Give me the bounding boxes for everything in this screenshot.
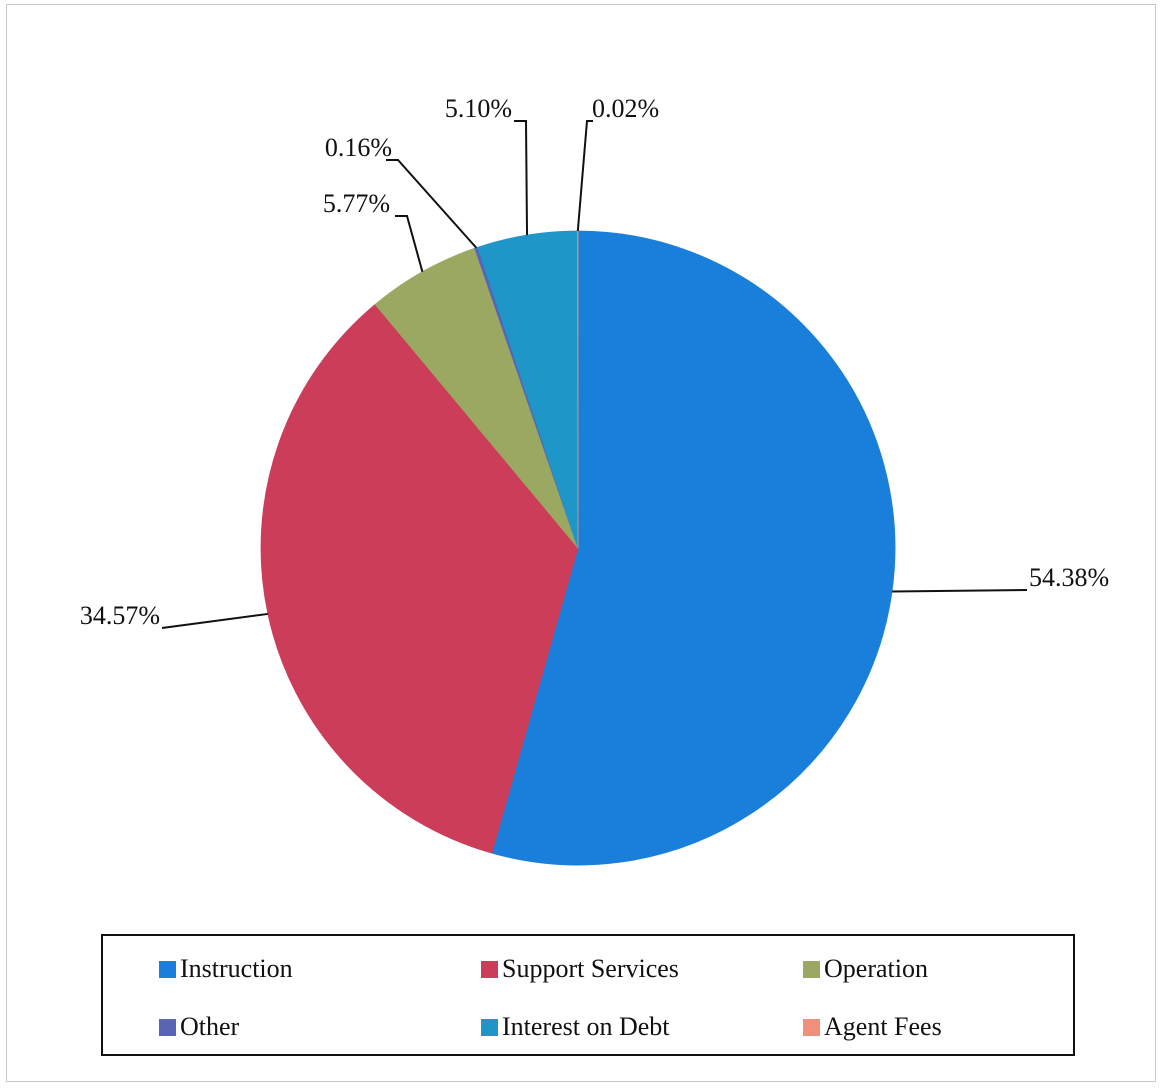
data-label: 34.57% [80,601,160,630]
leader-line [576,120,593,232]
leader-line [514,120,529,236]
legend-item-operation: Operation [803,954,928,984]
data-label: 5.10% [445,94,512,123]
legend-label: Agent Fees [824,1012,942,1041]
legend-label: Support Services [502,954,679,983]
legend-item-instruction: Instruction [159,954,293,984]
legend: Instruction Support Services Operation O… [101,934,1075,1056]
leader-line [891,589,1028,593]
data-label: 0.16% [325,133,392,162]
legend-swatch [803,1018,820,1036]
legend-swatch [803,960,820,978]
legend-label: Interest on Debt [502,1012,670,1041]
legend-swatch [481,960,498,978]
leader-line [161,612,269,629]
pie-slice-support-services [260,303,579,854]
legend-swatch [159,960,176,978]
pie-slices [260,230,896,866]
legend-label: Other [180,1012,240,1041]
legend-label: Instruction [180,954,293,983]
legend-item-support-services: Support Services [481,954,679,984]
legend-swatch [481,1018,498,1036]
legend-item-other: Other [159,1012,239,1042]
data-label: 5.77% [323,189,390,218]
data-labels: 54.38% 34.57% 5.77% 0.16% 5.10% 0.02% [80,94,1109,630]
data-label: 54.38% [1029,563,1109,592]
legend-item-interest-on-debt: Interest on Debt [481,1012,670,1042]
data-label: 0.02% [592,94,659,123]
leader-line [395,215,424,273]
leader-line [386,159,478,249]
chart-area [6,4,1156,1082]
legend-label: Operation [824,954,928,983]
legend-item-agent-fees: Agent Fees [803,1012,942,1042]
legend-swatch [159,1018,176,1036]
leader-lines [161,120,1028,629]
